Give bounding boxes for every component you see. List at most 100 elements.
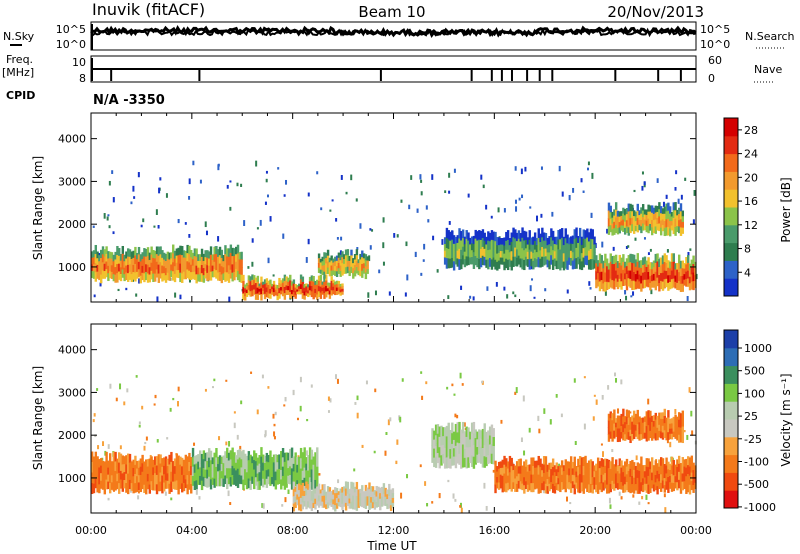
cell (618, 458, 621, 467)
cell (326, 249, 330, 257)
cell (515, 249, 519, 259)
cell (132, 459, 135, 469)
cell (357, 493, 360, 499)
cell (109, 463, 112, 474)
cell (186, 465, 189, 476)
cell (105, 253, 108, 263)
cell (524, 466, 528, 475)
cell (137, 172, 140, 178)
cell (649, 484, 652, 493)
cell (479, 257, 483, 268)
cell (602, 459, 605, 468)
cell (107, 265, 110, 274)
cell (632, 216, 636, 223)
cell (328, 266, 332, 272)
cell (359, 270, 362, 277)
cell (539, 484, 542, 494)
cell (503, 473, 506, 483)
cell (674, 414, 677, 422)
cell (465, 436, 468, 448)
cell (308, 457, 312, 468)
cell (451, 422, 454, 434)
cell (686, 296, 689, 302)
cell (514, 465, 517, 473)
colorbar-tick-label: 8 (744, 243, 751, 256)
cell (605, 467, 609, 477)
cell (688, 457, 692, 468)
cell (267, 462, 270, 470)
cell (287, 290, 290, 295)
cell (310, 495, 314, 502)
cell (389, 417, 392, 422)
cell (332, 262, 335, 267)
cell (494, 241, 497, 251)
cell (231, 456, 234, 467)
cell (91, 482, 94, 494)
cell (145, 459, 148, 469)
cell (105, 461, 108, 471)
cell (456, 452, 459, 464)
cell (265, 461, 269, 471)
cell (569, 465, 573, 475)
cell (634, 211, 638, 217)
cell (508, 252, 512, 260)
cell (224, 263, 227, 273)
cell (625, 245, 628, 249)
cell (519, 458, 522, 467)
cell (344, 481, 348, 490)
cell (436, 443, 440, 454)
cell (154, 473, 157, 483)
cell (296, 417, 299, 421)
cell (316, 284, 319, 291)
cell (163, 259, 166, 267)
cell (625, 208, 629, 215)
cell (544, 288, 547, 292)
cell (157, 481, 161, 492)
cell (650, 472, 654, 481)
cell (676, 482, 679, 491)
cell (676, 282, 679, 290)
cell (130, 258, 134, 267)
cell (119, 445, 122, 450)
cell (456, 258, 459, 267)
cell (663, 415, 666, 424)
colorbar-tick-label: 28 (744, 124, 758, 137)
cell (251, 285, 254, 291)
cell (357, 259, 360, 264)
cell (281, 504, 284, 507)
cell (472, 260, 476, 269)
cell (512, 256, 515, 267)
cell (170, 264, 173, 272)
cell (367, 292, 370, 298)
cell (514, 247, 517, 258)
cell (625, 482, 629, 491)
cell (690, 472, 693, 482)
cell (233, 452, 236, 461)
cell (179, 272, 182, 283)
cell (106, 216, 109, 221)
cell (386, 494, 389, 500)
cell (609, 225, 612, 233)
cell (375, 496, 378, 503)
cell (674, 269, 677, 277)
cell (650, 281, 654, 288)
cell (645, 273, 648, 281)
cell (533, 474, 537, 483)
cell (222, 470, 225, 480)
cell (182, 459, 186, 468)
cell (548, 476, 551, 485)
cell (330, 502, 333, 507)
cell (272, 274, 275, 277)
cell (537, 247, 540, 258)
cell (589, 483, 593, 493)
cell (478, 453, 481, 463)
cell (532, 252, 535, 262)
cell (371, 229, 374, 232)
cell (692, 255, 695, 265)
cell (249, 472, 252, 482)
cell (537, 415, 540, 422)
cell (647, 484, 650, 494)
cell (339, 502, 342, 508)
cell (501, 251, 504, 259)
cell (677, 263, 681, 273)
